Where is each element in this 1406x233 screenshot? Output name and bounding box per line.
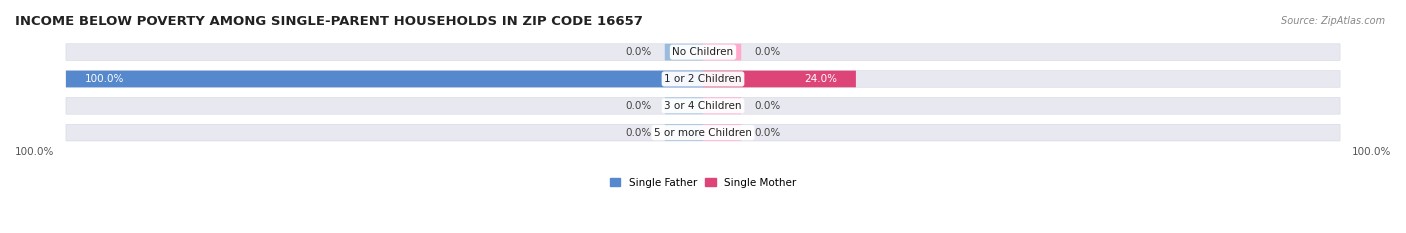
FancyBboxPatch shape [703,44,741,60]
Text: 100.0%: 100.0% [1351,147,1391,157]
Text: 0.0%: 0.0% [626,128,652,138]
Text: 0.0%: 0.0% [626,47,652,57]
Legend: Single Father, Single Mother: Single Father, Single Mother [610,178,796,188]
FancyBboxPatch shape [665,97,703,114]
Text: 0.0%: 0.0% [754,101,780,111]
FancyBboxPatch shape [66,71,1340,87]
FancyBboxPatch shape [66,44,1340,60]
Text: 100.0%: 100.0% [86,74,125,84]
Text: 1 or 2 Children: 1 or 2 Children [664,74,742,84]
Text: 5 or more Children: 5 or more Children [654,128,752,138]
Text: 0.0%: 0.0% [754,47,780,57]
FancyBboxPatch shape [665,124,703,141]
FancyBboxPatch shape [703,124,741,141]
Text: 3 or 4 Children: 3 or 4 Children [664,101,742,111]
Text: No Children: No Children [672,47,734,57]
FancyBboxPatch shape [703,97,741,114]
Text: Source: ZipAtlas.com: Source: ZipAtlas.com [1281,16,1385,26]
FancyBboxPatch shape [665,44,703,60]
FancyBboxPatch shape [66,124,1340,141]
FancyBboxPatch shape [66,97,1340,114]
Text: 0.0%: 0.0% [754,128,780,138]
Text: 0.0%: 0.0% [626,101,652,111]
Text: 100.0%: 100.0% [15,147,55,157]
Text: 24.0%: 24.0% [804,74,837,84]
FancyBboxPatch shape [66,71,703,87]
Text: INCOME BELOW POVERTY AMONG SINGLE-PARENT HOUSEHOLDS IN ZIP CODE 16657: INCOME BELOW POVERTY AMONG SINGLE-PARENT… [15,15,643,28]
FancyBboxPatch shape [703,71,856,87]
